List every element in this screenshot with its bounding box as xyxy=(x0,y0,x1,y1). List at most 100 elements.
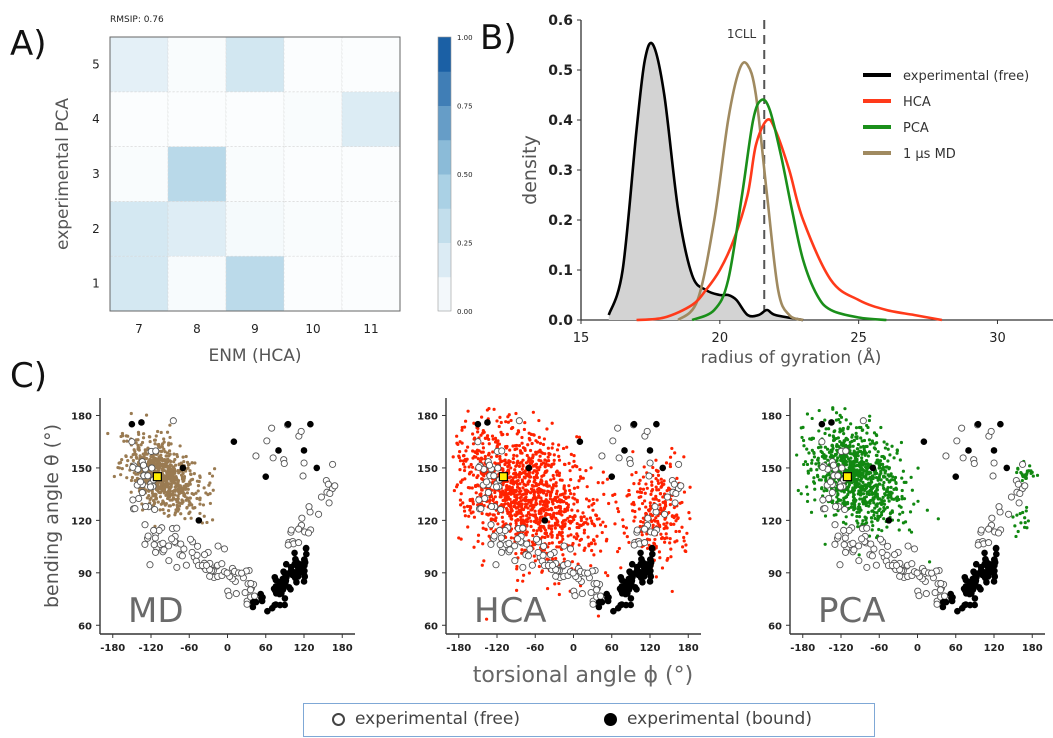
cloud-point xyxy=(145,452,149,456)
free-point xyxy=(144,472,152,480)
cloud-point xyxy=(511,444,515,448)
cloud-point xyxy=(812,451,816,455)
cloud-point xyxy=(119,434,123,439)
cloud-point xyxy=(594,514,599,518)
cloud-point xyxy=(507,459,511,463)
cloud-point xyxy=(547,452,552,456)
free-point xyxy=(280,459,288,467)
free-point xyxy=(492,561,500,569)
cloud-point xyxy=(472,545,476,549)
cloud-point xyxy=(491,437,495,441)
cloud-point xyxy=(511,476,516,480)
cloud-point xyxy=(635,490,640,494)
free-point xyxy=(646,459,654,467)
cloud-point xyxy=(534,496,539,500)
cloud-point xyxy=(550,530,554,534)
cloud-point xyxy=(656,519,660,523)
cloud-point xyxy=(496,522,500,526)
cloud-point xyxy=(498,454,502,459)
cloud-point xyxy=(627,488,631,493)
cloud-point xyxy=(119,473,123,477)
cloud-point xyxy=(900,497,904,501)
cloud-point xyxy=(881,495,885,499)
cloud-point xyxy=(471,456,475,460)
cloud-point xyxy=(458,459,463,463)
bound-point xyxy=(869,464,877,472)
cloud-point xyxy=(662,522,666,526)
bound-point xyxy=(626,568,633,575)
scatter-xtick: -180 xyxy=(446,643,471,654)
cloud-point xyxy=(658,492,663,496)
scatter-xtick: 0 xyxy=(570,643,577,654)
cloud-point xyxy=(129,411,133,416)
cloud-point xyxy=(812,455,817,459)
scatter-xtick: 60 xyxy=(605,643,619,654)
cloud-point xyxy=(852,449,856,453)
cloud-point xyxy=(461,501,465,505)
bound-point xyxy=(604,597,612,605)
cloud-point xyxy=(876,518,880,522)
cloud-point xyxy=(544,503,548,508)
cloud-point xyxy=(451,455,455,459)
cloud-point xyxy=(508,448,512,452)
cloud-point xyxy=(881,486,886,490)
cloud-point xyxy=(863,483,867,487)
free-point xyxy=(995,503,1003,511)
cloud-point xyxy=(184,498,188,502)
cloud-point xyxy=(816,458,820,462)
cloud-point xyxy=(509,503,513,507)
cloud-point xyxy=(538,454,542,458)
cloud-point xyxy=(616,550,620,554)
free-point xyxy=(295,539,303,547)
bound-point xyxy=(195,517,203,524)
cloud-point xyxy=(177,462,181,466)
cloud-point xyxy=(141,436,146,440)
free-point xyxy=(141,521,149,529)
cloud-point xyxy=(538,448,542,452)
bound-point xyxy=(637,549,644,557)
cloud-point xyxy=(520,467,524,471)
heatmap-cell-3-11 xyxy=(341,146,401,202)
cloud-point xyxy=(550,524,554,528)
cloud-point xyxy=(567,527,572,531)
free-point xyxy=(831,540,839,548)
cloud-point xyxy=(516,429,520,433)
heatmap-xtick: 7 xyxy=(135,322,143,336)
cloud-point xyxy=(551,557,555,561)
cloud-point xyxy=(867,534,872,538)
cloud-point xyxy=(849,422,853,426)
free-point xyxy=(630,541,638,549)
cloud-point xyxy=(168,435,172,440)
heatmap-frame xyxy=(109,36,401,312)
free-point xyxy=(858,535,866,543)
cloud-point xyxy=(877,462,881,466)
free-point xyxy=(177,540,185,548)
cloud-point xyxy=(862,496,866,500)
cloud-point xyxy=(662,526,666,531)
cloud-point xyxy=(164,477,169,481)
bound-point xyxy=(974,420,982,428)
cloud-point xyxy=(659,485,663,489)
cloud-point xyxy=(557,581,561,586)
cloud-point xyxy=(830,443,834,447)
cloud-point xyxy=(173,470,177,474)
free-point xyxy=(173,563,181,571)
cloud-point xyxy=(654,494,658,498)
free-point xyxy=(487,502,496,511)
cloud-point xyxy=(864,486,869,490)
cloud-point xyxy=(555,469,559,473)
cloud-point xyxy=(456,442,460,447)
cloud-point xyxy=(537,418,541,423)
cloud-point xyxy=(888,453,892,457)
free-point xyxy=(490,532,498,540)
cloud-point xyxy=(525,520,529,524)
cloud-point xyxy=(878,482,882,486)
cloud-point xyxy=(857,482,861,486)
cloud-point xyxy=(507,485,512,489)
cloud-point xyxy=(651,523,655,527)
free-point xyxy=(841,548,850,556)
scatter-xtick: 180 xyxy=(678,643,699,654)
cloud-point xyxy=(134,455,139,459)
cloud-point xyxy=(190,503,194,507)
cloud-point xyxy=(872,513,876,517)
